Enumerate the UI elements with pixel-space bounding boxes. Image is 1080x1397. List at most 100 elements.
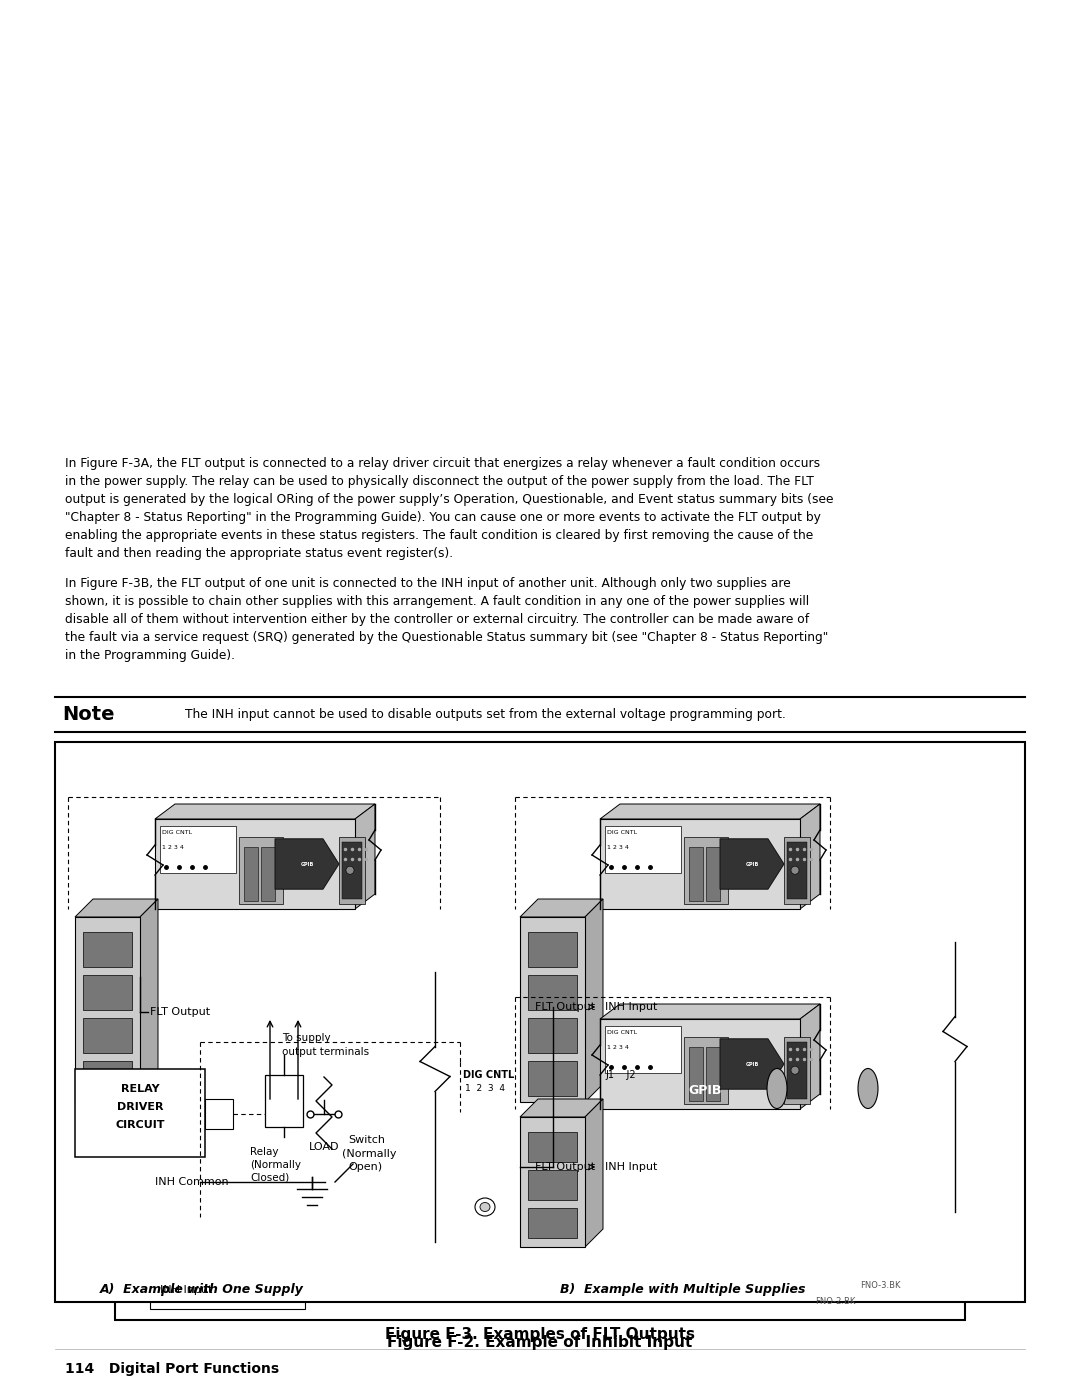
Bar [784,837,810,904]
Text: DIG CNTL: DIG CNTL [463,1070,514,1080]
Text: 1  2  3  4: 1 2 3 4 [465,1084,505,1092]
Polygon shape [800,805,820,909]
Text: GPIB: GPIB [688,1084,721,1097]
Polygon shape [519,1099,603,1118]
Bar [146,1073,194,1095]
Polygon shape [650,1062,760,1118]
Text: disable all of them without intervention either by the controller or external ci: disable all of them without intervention… [65,613,809,626]
Bar [598,1066,658,1112]
Bar [787,1042,807,1099]
Bar [600,819,800,909]
Bar [261,847,275,901]
Ellipse shape [480,1203,490,1211]
Text: 1 2 3 4: 1 2 3 4 [607,845,629,851]
Text: 114   Digital Port Functions: 114 Digital Port Functions [65,1362,279,1376]
Bar [239,837,283,904]
Bar [83,932,132,967]
Bar [83,1018,132,1053]
Bar [342,841,362,900]
Text: GPIB: GPIB [300,862,313,866]
Text: the fault via a service request (SRQ) generated by the Questionable Status summa: the fault via a service request (SRQ) ge… [65,631,828,644]
Text: J1    J2: J1 J2 [605,1070,636,1080]
Bar [636,1074,654,1104]
Text: INH Input: INH Input [160,1285,213,1295]
Ellipse shape [791,866,799,875]
Polygon shape [140,1045,225,1067]
Bar [519,1118,585,1248]
Text: FLT Output: FLT Output [535,1162,595,1172]
Polygon shape [435,942,955,972]
Text: GPIB: GPIB [745,1062,758,1066]
Polygon shape [585,1099,603,1248]
Bar [83,975,132,1010]
Text: FLT Output: FLT Output [535,1002,595,1011]
Text: 1 2 3 4: 1 2 3 4 [162,845,184,851]
Bar [765,1055,880,1122]
Text: INH Input: INH Input [605,1002,658,1011]
Bar [689,1046,703,1101]
Text: (Normally: (Normally [249,1160,301,1171]
Text: in the power supply. The relay can be used to physically disconnect the output o: in the power supply. The relay can be us… [65,475,814,488]
Bar [787,1067,858,1111]
Text: DIG CNTL: DIG CNTL [607,1030,637,1035]
Text: Figure F-3. Examples of FLT Outputs: Figure F-3. Examples of FLT Outputs [384,1327,696,1343]
Polygon shape [600,1004,820,1018]
Polygon shape [156,805,375,819]
Bar [684,837,728,904]
Bar [528,1018,577,1053]
Text: FLT Output: FLT Output [150,1007,211,1017]
Bar [528,975,577,1010]
Bar [528,1132,577,1162]
Text: 1 2 3 4: 1 2 3 4 [607,1045,629,1051]
Text: A)  Example with One Supply: A) Example with One Supply [100,1282,303,1295]
Polygon shape [915,942,955,1242]
Polygon shape [720,1039,784,1090]
Bar [605,1027,681,1073]
Polygon shape [720,838,784,890]
Bar [75,916,140,1102]
Bar [146,1178,194,1200]
Bar [528,1208,577,1238]
Text: Switch: Switch [348,1134,384,1146]
Text: In Figure F-3A, the FLT output is connected to a relay driver circuit that energ: In Figure F-3A, the FLT output is connec… [65,457,820,469]
Text: B)  Example with Multiple Supplies: B) Example with Multiple Supplies [561,1282,806,1295]
Text: Open): Open) [348,1162,382,1172]
Ellipse shape [767,1069,787,1108]
Polygon shape [600,805,820,819]
Bar [83,1060,132,1097]
Text: Note: Note [62,705,114,724]
Text: FNO-2.BK: FNO-2.BK [815,1298,855,1306]
Ellipse shape [858,1069,878,1108]
Text: Relay: Relay [249,1147,279,1157]
Bar [160,826,237,873]
Bar [787,841,807,900]
Bar [706,847,720,901]
Text: GPIB: GPIB [745,862,758,866]
Text: Figure F-2. Example of Inhibit Input: Figure F-2. Example of Inhibit Input [388,1334,692,1350]
Bar [706,1046,720,1101]
Bar [244,847,258,901]
Text: output is generated by the logical ORing of the power supply’s Operation, Questi: output is generated by the logical ORing… [65,493,834,506]
Bar [684,1037,728,1104]
Bar [528,1060,577,1097]
Text: DRIVER: DRIVER [117,1102,163,1112]
Text: shown, it is possible to chain other supplies with this arrangement. A fault con: shown, it is possible to chain other sup… [65,595,809,608]
Bar [460,1062,590,1118]
Bar [605,826,681,873]
Bar [519,916,585,1102]
Polygon shape [275,838,339,890]
Ellipse shape [346,866,354,875]
Text: enabling the appropriate events in these status registers. The fault condition i: enabling the appropriate events in these… [65,529,813,542]
Bar [528,1171,577,1200]
Text: The INH input cannot be used to disable outputs set from the external voltage pr: The INH input cannot be used to disable … [185,708,786,721]
Ellipse shape [791,1066,799,1074]
Bar [146,1143,194,1165]
Bar [435,972,915,1242]
Text: LOAD: LOAD [309,1141,339,1153]
Text: Closed): Closed) [249,1173,289,1183]
Bar [784,1037,810,1104]
Bar [114,935,966,1320]
Text: DIG CNTL: DIG CNTL [607,830,637,835]
Text: INH Common: INH Common [156,1178,229,1187]
Polygon shape [75,900,158,916]
